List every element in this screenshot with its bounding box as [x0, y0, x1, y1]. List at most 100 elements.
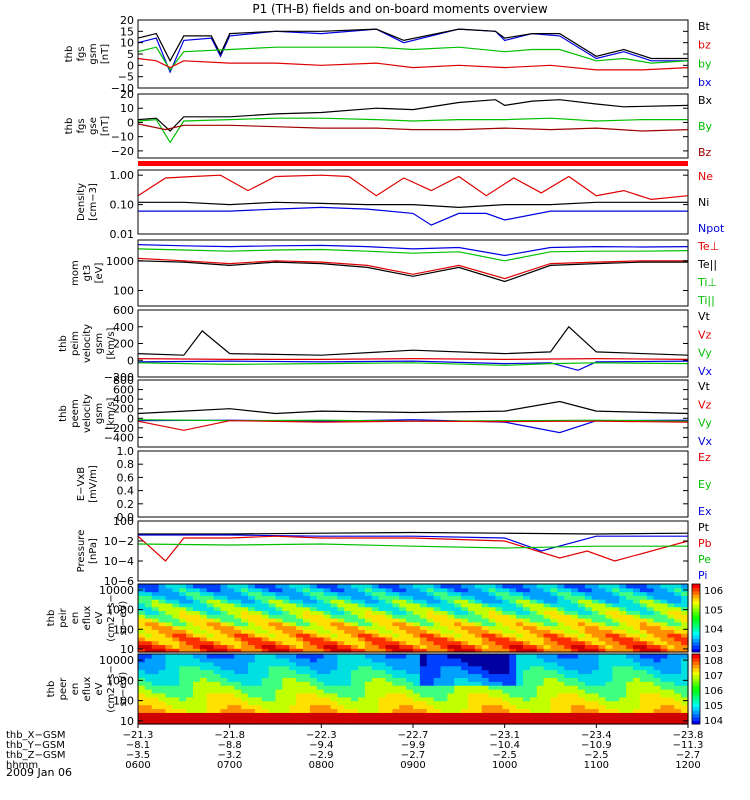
spectrogram-cell	[213, 599, 222, 604]
spectrogram-cell	[447, 606, 455, 612]
spectrogram-cell	[413, 654, 421, 659]
spectrogram-cell	[584, 606, 593, 612]
spectrogram-cell	[399, 673, 407, 678]
spectrogram-cell	[571, 669, 579, 675]
spectrogram-cell	[468, 685, 476, 690]
spectrogram-cell	[193, 704, 201, 710]
spectrogram-cell	[639, 625, 648, 630]
spectrogram-cell	[488, 654, 497, 659]
spectrogram-cell	[199, 633, 208, 638]
spectrogram-cell	[144, 614, 153, 619]
spectrogram-cell	[289, 681, 297, 686]
spectrogram-cell	[248, 599, 256, 604]
spectrogram-cell	[660, 591, 668, 596]
spectrogram-cell	[193, 610, 201, 615]
spectrogram-cell	[371, 633, 380, 638]
spectrogram-cell	[454, 587, 462, 593]
x-row-label: thb_Z−GSM	[6, 750, 66, 761]
spectrogram-cell	[296, 681, 304, 686]
spectrogram-cell	[241, 681, 249, 686]
spectrogram-cell	[543, 657, 552, 663]
spectrogram-cell	[282, 712, 290, 717]
spectrogram-cell	[323, 633, 332, 638]
spectrogram-cell	[660, 681, 668, 686]
spectrogram-cell	[578, 657, 586, 663]
spectrogram-cell	[165, 644, 173, 649]
spectrogram-cell	[296, 654, 304, 659]
spectrogram-cell	[351, 677, 359, 682]
spectrogram-cell	[151, 614, 160, 619]
spectrogram-cell	[254, 689, 263, 694]
spectrogram-cell	[351, 716, 359, 721]
spectrogram-cell	[488, 595, 497, 600]
quality-flag-bar	[138, 161, 688, 166]
spectrogram-cell	[330, 629, 338, 634]
spectrogram-cell	[660, 633, 668, 638]
spectrogram-cell	[358, 681, 366, 686]
spectrogram-cell	[275, 665, 283, 671]
spectrogram-cell	[151, 599, 160, 604]
spectrogram-cell	[426, 584, 435, 589]
spectrogram-cell	[241, 625, 249, 630]
y-tick-label: 10	[120, 643, 134, 656]
spectrogram-cell	[653, 584, 662, 589]
spectrogram-cell	[351, 602, 359, 608]
spectrogram-cell	[550, 708, 558, 713]
spectrogram-cell	[564, 689, 572, 694]
spectrogram-cell	[660, 636, 668, 642]
spectrogram-cell	[612, 584, 620, 589]
spectrogram-cell	[275, 625, 283, 630]
spectrogram-cell	[495, 636, 503, 642]
spectrogram-cell	[653, 720, 662, 725]
spectrogram-cell	[426, 606, 435, 612]
spectrogram-cell	[399, 584, 407, 589]
spectrogram-cell	[323, 708, 332, 713]
spectrogram-cell	[529, 584, 538, 589]
spectrogram-cell	[296, 712, 304, 717]
spectrogram-cell	[351, 692, 359, 698]
spectrogram-cell	[529, 629, 538, 634]
spectrogram-cell	[351, 614, 359, 619]
spectrogram-cell	[282, 661, 290, 667]
spectrogram-cell	[564, 708, 572, 713]
spectrogram-cell	[578, 621, 586, 627]
spectrogram-cell	[213, 685, 222, 690]
spectrogram-cell	[564, 640, 572, 646]
spectrogram-cell	[667, 704, 675, 710]
spectrogram-cell	[371, 610, 380, 615]
spectrogram-cell	[619, 704, 627, 710]
spectrogram-cell	[440, 720, 448, 725]
spectrogram-cell	[406, 591, 414, 596]
spectrogram-cell	[344, 584, 352, 589]
spectrogram-cell	[254, 720, 263, 725]
spectrogram-cell	[440, 681, 448, 686]
spectrogram-cell	[461, 657, 469, 663]
spectrogram-cell	[612, 587, 620, 593]
spectrogram-cell	[220, 633, 228, 638]
spectrogram-cell	[309, 636, 318, 642]
spectrogram-cell	[268, 700, 277, 706]
spectrogram-cell	[227, 696, 235, 702]
spectrogram-cell	[619, 587, 627, 593]
spectrogram-cell	[309, 610, 318, 615]
spectrogram-cell	[344, 673, 352, 678]
spectrogram-cell	[220, 685, 228, 690]
spectrogram-cell	[158, 618, 167, 623]
y-tick-label: 0.4	[117, 485, 135, 498]
spectrogram-cell	[653, 669, 662, 675]
colorbar-step	[692, 587, 700, 592]
spectrogram-cell	[681, 625, 689, 630]
spectrogram-cell	[633, 584, 641, 589]
spectrogram-cell	[220, 614, 228, 619]
spectrogram-cell	[413, 689, 421, 694]
spectrogram-cell	[550, 716, 558, 721]
spectrogram-cell	[584, 640, 593, 646]
spectrogram-cell	[426, 591, 435, 596]
spectrogram-cell	[474, 696, 483, 702]
spectrogram-cell	[165, 704, 173, 710]
spectrogram-cell	[419, 587, 428, 593]
spectrogram-cell	[323, 618, 332, 623]
spectrogram-cell	[392, 591, 400, 596]
spectrogram-cell	[536, 584, 545, 589]
x-row-label: hhmm	[6, 760, 38, 771]
